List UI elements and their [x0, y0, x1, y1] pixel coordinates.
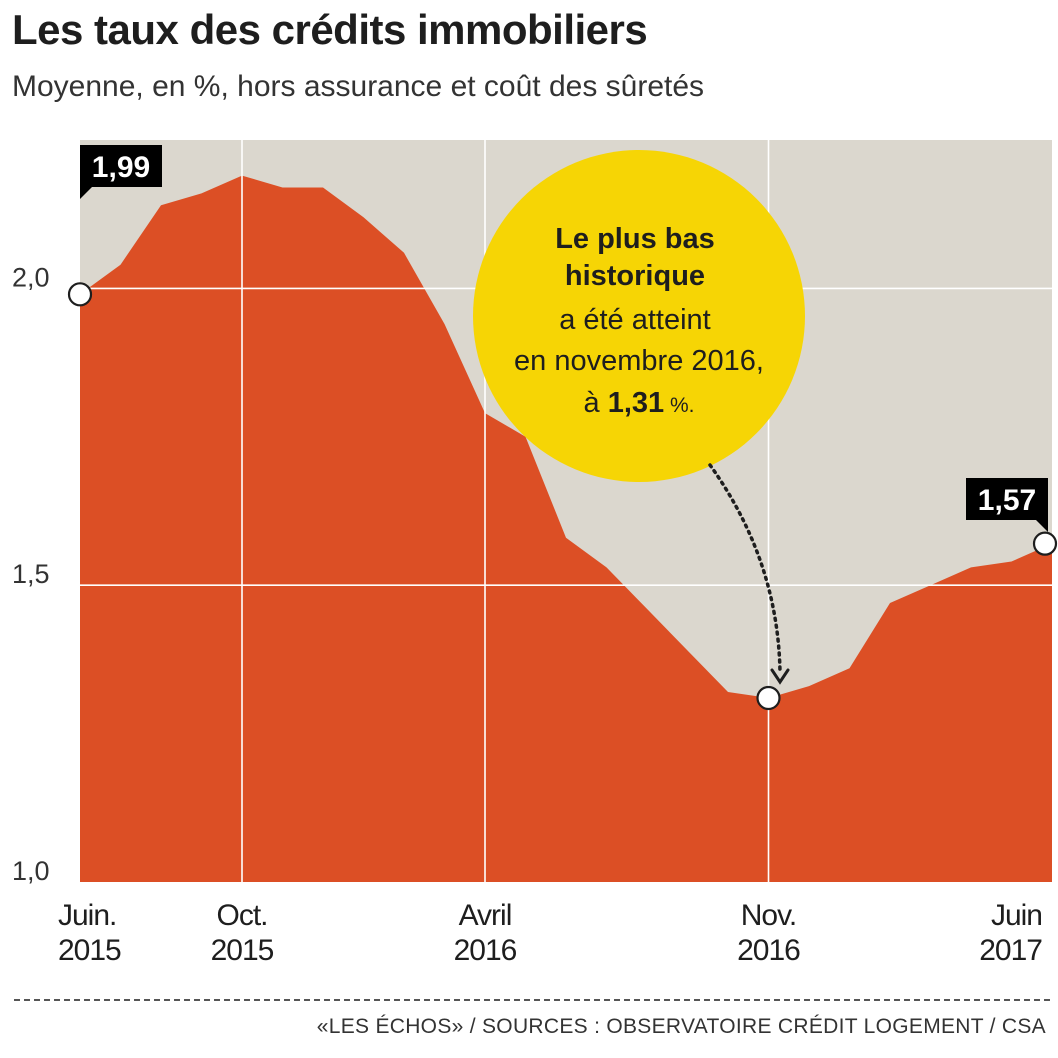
footer-divider	[14, 999, 1050, 1001]
callout-value: 1,31	[608, 387, 664, 419]
value-label-text: 1,57	[978, 484, 1036, 517]
callout-line-4: en novembre 2016,	[514, 345, 764, 377]
y-axis-ticks: 1,0 1,5 2,0	[12, 262, 50, 886]
data-point-marker	[756, 685, 781, 711]
y-tick-label: 1,0	[12, 856, 50, 886]
highlight-points	[67, 282, 1058, 711]
low-point-callout: Le plus bas historique a été atteint en …	[473, 150, 805, 685]
x-tick-label: Avril 2016	[454, 899, 517, 967]
callout-line-1: Le plus bas	[555, 223, 715, 255]
value-label: 1,99	[80, 145, 162, 199]
data-point-marker	[1032, 531, 1058, 556]
callout-line-2: historique	[565, 260, 705, 292]
data-point-marker	[67, 282, 93, 307]
callout-arrow	[708, 463, 782, 674]
y-tick-label: 2,0	[12, 262, 50, 292]
y-tick-label: 1,5	[12, 559, 50, 589]
chart-title: Les taux des crédits immobiliers	[12, 6, 648, 53]
source-note: «LES ÉCHOS» / SOURCES : OBSERVATOIRE CRÉ…	[316, 1015, 1046, 1038]
value-labels: 1,99 1,57	[80, 145, 1048, 532]
arrow-head-icon	[770, 668, 790, 685]
callout-unit: %.	[664, 394, 694, 417]
svg-text:Le plus bas historique: Le plus bas historique a été atteint en …	[514, 223, 764, 377]
x-tick-label: Oct. 2015	[211, 899, 274, 967]
x-axis-ticks: Juin. 2015 Oct. 2015 Avril 2016 Nov. 2016 Juin 20…	[58, 899, 1043, 967]
x-tick-label: Nov. 2016	[737, 899, 800, 967]
callout-line-5-prefix: à	[584, 387, 608, 419]
value-label-text: 1,99	[92, 151, 150, 184]
rate-area	[80, 175, 1052, 883]
x-tick-label: Juin 2017	[979, 899, 1042, 967]
callout-line-3: a été atteint	[559, 304, 711, 336]
value-label: 1,57	[966, 478, 1048, 532]
callout-line-5: à 1,31 %.	[584, 387, 695, 419]
callout-bubble	[473, 150, 805, 482]
chart-subtitle: Moyenne, en %, hors assurance et coût de…	[12, 70, 705, 103]
x-tick-label: Juin. 2015	[58, 899, 121, 967]
rate-area-chart: 1,0 1,5 2,0 Juin. 2015 Oct. 2015 Avril 2016 Nov.…	[12, 140, 1058, 967]
